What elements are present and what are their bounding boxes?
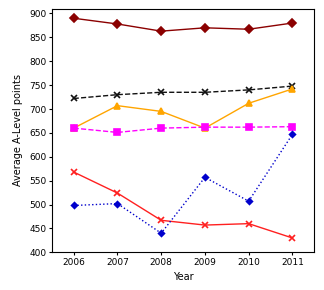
Y-axis label: Average A-Level points: Average A-Level points <box>14 75 23 186</box>
X-axis label: Year: Year <box>173 272 193 282</box>
